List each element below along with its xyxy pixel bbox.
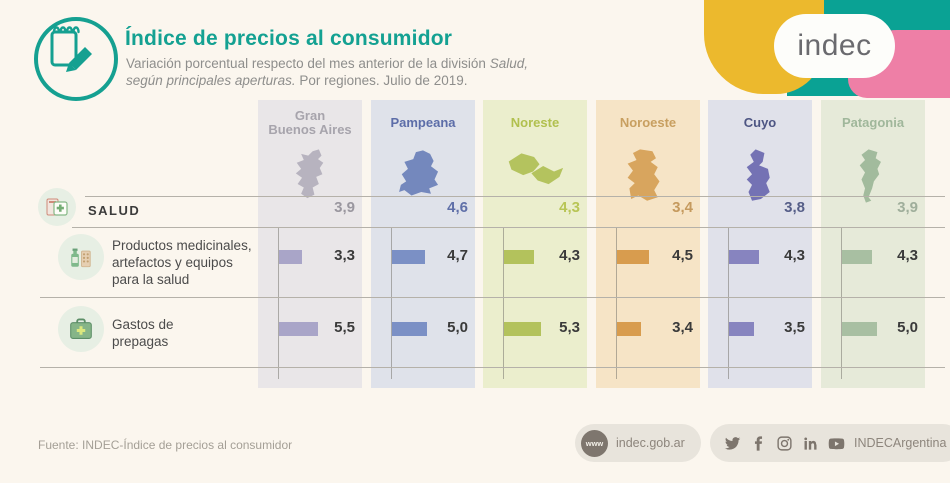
noroeste-map-icon	[627, 149, 660, 201]
salud-value: 4,3	[559, 199, 580, 216]
facebook-icon[interactable]	[750, 435, 767, 452]
pampeana-map-icon	[399, 150, 439, 196]
salud-value: 3,9	[334, 199, 355, 216]
productos-value: 4,3	[559, 247, 580, 264]
region-name: Noroeste	[619, 115, 677, 130]
website-badge[interactable]: www indec.gob.ar	[575, 424, 701, 462]
cuyo-map-icon	[746, 149, 770, 201]
region-name: Noreste	[510, 115, 560, 130]
column-gran-buenos-aires: Gran Buenos Aires 3,9 3,3 5,5	[258, 100, 362, 388]
column-patagonia: Patagonia 3,9 4,3 5,0	[821, 100, 925, 388]
productos-value: 4,3	[784, 247, 805, 264]
prepagas-bar	[842, 322, 877, 336]
row-label-prepagas: Gastos de prepagas	[112, 317, 174, 349]
region-name: Cuyo	[743, 115, 777, 130]
bar-axis	[503, 227, 504, 379]
row-label-productos: Productos medicinales, artefactos y equi…	[112, 238, 252, 287]
divider	[40, 297, 945, 298]
patagonia-map-icon	[859, 149, 881, 203]
indec-logo: indec	[692, 0, 950, 108]
productos-value: 4,7	[447, 247, 468, 264]
column-noreste: Noreste 4,3 4,3 5,3	[483, 100, 587, 388]
productos-value: 4,5	[672, 247, 693, 264]
page-subtitle: Variación porcentual respecto del mes an…	[126, 55, 528, 89]
region-name: Gran Buenos Aires	[268, 108, 352, 137]
prepagas-value: 5,5	[334, 319, 355, 336]
bar-axis	[841, 227, 842, 379]
prepagas-value: 3,5	[784, 319, 805, 336]
youtube-icon[interactable]	[828, 435, 845, 452]
first-aid-kit-icon	[58, 306, 104, 352]
salud-value: 3,9	[897, 199, 918, 216]
prepagas-value: 5,0	[897, 319, 918, 336]
prepagas-bar	[279, 322, 318, 336]
bar-axis	[728, 227, 729, 379]
bar-axis	[616, 227, 617, 379]
productos-bar	[392, 250, 425, 264]
bar-axis	[391, 227, 392, 379]
www-icon: www	[581, 429, 608, 457]
health-calculator-icon	[38, 188, 76, 226]
column-noroeste: Noroeste 3,4 4,5 3,4	[596, 100, 700, 388]
prepagas-value: 5,0	[447, 319, 468, 336]
column-pampeana: Pampeana 4,6 4,7 5,0	[371, 100, 475, 388]
column-cuyo: Cuyo 3,8 4,3 3,5	[708, 100, 812, 388]
divider	[72, 227, 945, 228]
noreste-map-icon	[508, 153, 564, 185]
subtitle-line2: según principales aperturas. Por regione…	[126, 73, 468, 88]
social-handle: INDECArgentina	[854, 436, 947, 450]
prepagas-bar	[617, 322, 641, 336]
notepad-pencil-icon	[34, 17, 118, 101]
indec-logo-text: indec	[774, 14, 895, 78]
productos-bar	[729, 250, 760, 264]
website-url: indec.gob.ar	[616, 436, 685, 450]
salud-value: 3,4	[672, 199, 693, 216]
prepagas-value: 5,3	[559, 319, 580, 336]
productos-bar	[617, 250, 649, 264]
prepagas-bar	[504, 322, 542, 336]
productos-value: 3,3	[334, 247, 355, 264]
salud-value: 3,8	[784, 199, 805, 216]
subtitle-line1: Variación porcentual respecto del mes an…	[126, 56, 528, 71]
divider	[40, 367, 945, 368]
social-badge: INDECArgentina	[710, 424, 950, 462]
medicine-bottle-pills-icon	[58, 234, 104, 280]
bar-axis	[278, 227, 279, 379]
row-label-salud: SALUD	[88, 203, 141, 218]
twitter-icon[interactable]	[724, 435, 741, 452]
region-name: Pampeana	[390, 115, 456, 130]
productos-bar	[504, 250, 535, 264]
prepagas-value: 3,4	[672, 319, 693, 336]
linkedin-icon[interactable]	[802, 435, 819, 452]
region-name: Patagonia	[841, 115, 905, 130]
productos-value: 4,3	[897, 247, 918, 264]
salud-value: 4,6	[447, 199, 468, 216]
productos-bar	[842, 250, 873, 264]
gran-buenos-aires-map-icon	[295, 149, 324, 199]
divider	[85, 196, 945, 197]
instagram-icon[interactable]	[776, 435, 793, 452]
prepagas-bar	[729, 322, 754, 336]
page-title: Índice de precios al consumidor	[125, 27, 453, 50]
source-note: Fuente: INDEC-Índice de precios al consu…	[38, 438, 293, 452]
productos-bar	[279, 250, 303, 264]
prepagas-bar	[392, 322, 427, 336]
